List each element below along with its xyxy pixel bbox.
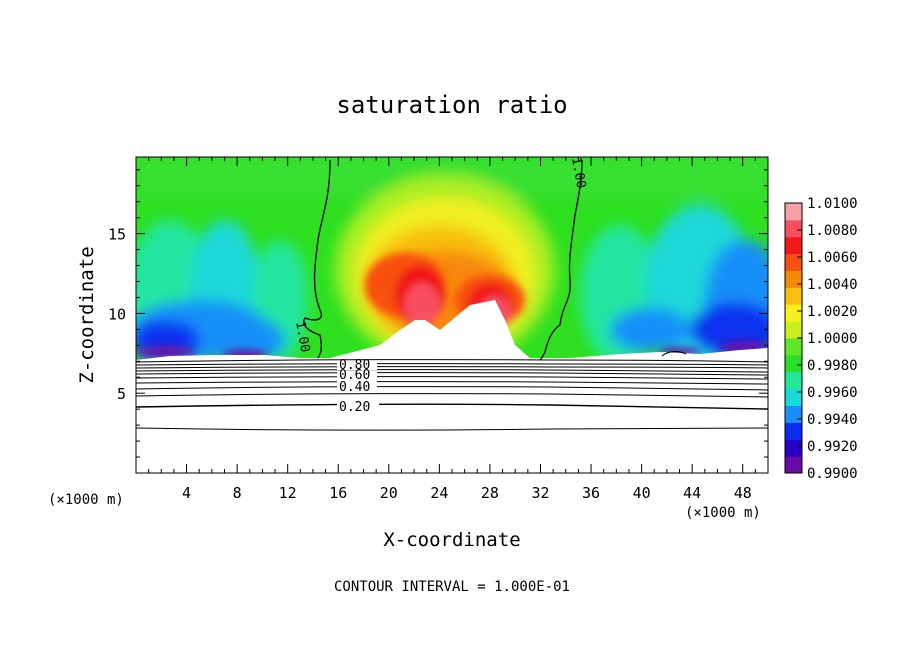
contour-label: 0.60 xyxy=(339,368,370,383)
contour-label: 1.00 xyxy=(292,320,312,353)
colorbar-label: 0.9940 xyxy=(807,412,858,428)
colorbar-label: 1.0100 xyxy=(807,196,858,212)
contour-interval-note: CONTOUR INTERVAL = 1.000E-01 xyxy=(334,579,570,595)
x-tick-label: 32 xyxy=(531,484,549,502)
chart-title: saturation ratio xyxy=(336,91,567,119)
x-tick-label: 16 xyxy=(329,484,347,502)
x-unit-right: (×1000 m) xyxy=(685,505,761,521)
colorbar-swatch xyxy=(785,439,802,457)
colorbar-label: 0.9920 xyxy=(807,439,858,455)
contour-label: 0.40 xyxy=(339,380,370,395)
x-tick-label: 48 xyxy=(734,484,752,502)
colorbar-label: 0.9960 xyxy=(807,385,858,401)
colorbar-swatch xyxy=(785,354,802,373)
colorbar-label: 1.0040 xyxy=(807,277,858,293)
colorbar-swatch xyxy=(785,304,802,322)
y-tick-label: 15 xyxy=(108,226,126,244)
colorbar-swatch xyxy=(785,236,802,255)
colorbar-label: 0.9900 xyxy=(807,466,858,482)
y-tick-label: 5 xyxy=(117,385,126,403)
contour-label: 0.80 xyxy=(339,358,370,373)
x-tick-label: 36 xyxy=(582,484,600,502)
colorbar-swatch xyxy=(785,270,802,288)
x-tick-label: 40 xyxy=(633,484,651,502)
x-axis-label: X-coordinate xyxy=(383,529,520,551)
colorbar: 1.0100 1.0080 1.0060 1.0040 1.0020 1.0000 0.99… xyxy=(784,196,858,482)
colorbar-label: 1.0000 xyxy=(807,331,858,347)
y-axis-label: Z-coordinate xyxy=(76,246,98,383)
x-tick-label: 12 xyxy=(279,484,297,502)
colorbar-swatch xyxy=(785,321,802,339)
colorbar-swatch xyxy=(785,456,802,474)
colorbar-swatch xyxy=(785,287,802,305)
colorbar-label: 0.9980 xyxy=(807,358,858,374)
colorbar-swatch xyxy=(785,219,802,238)
contour-label: 1.00 xyxy=(568,156,588,189)
x-tick-label: 28 xyxy=(481,484,499,502)
x-tick-label: 20 xyxy=(380,484,398,502)
colorbar-swatch xyxy=(785,371,802,390)
colorbar-swatch xyxy=(785,338,802,356)
y-axis: 5 10 15 xyxy=(108,169,768,458)
x-tick-label: 44 xyxy=(683,484,701,502)
contour-label: 0.20 xyxy=(339,400,370,415)
x-axis: 4 8 12 16 20 24 28 32 36 40 44 48 xyxy=(148,157,756,502)
colorbar-swatch xyxy=(785,253,802,271)
colorbar-swatch xyxy=(785,422,802,440)
x-unit-left: (×1000 m) xyxy=(48,492,124,508)
x-tick-label: 4 xyxy=(182,484,191,502)
plot-area xyxy=(136,157,768,473)
colorbar-swatch xyxy=(785,405,802,423)
colorbar-label: 1.0020 xyxy=(807,304,858,320)
colorbar-label: 1.0060 xyxy=(807,250,858,266)
colorbar-swatch xyxy=(785,388,802,406)
colorbar-label: 1.0080 xyxy=(807,223,858,239)
y-tick-label: 10 xyxy=(108,305,126,323)
x-tick-label: 24 xyxy=(430,484,448,502)
colorbar-swatch xyxy=(785,203,802,221)
contour-labels: 1.00 1.00 0.80 0.60 0.40 0.20 xyxy=(292,156,588,415)
x-tick-label: 8 xyxy=(233,484,242,502)
